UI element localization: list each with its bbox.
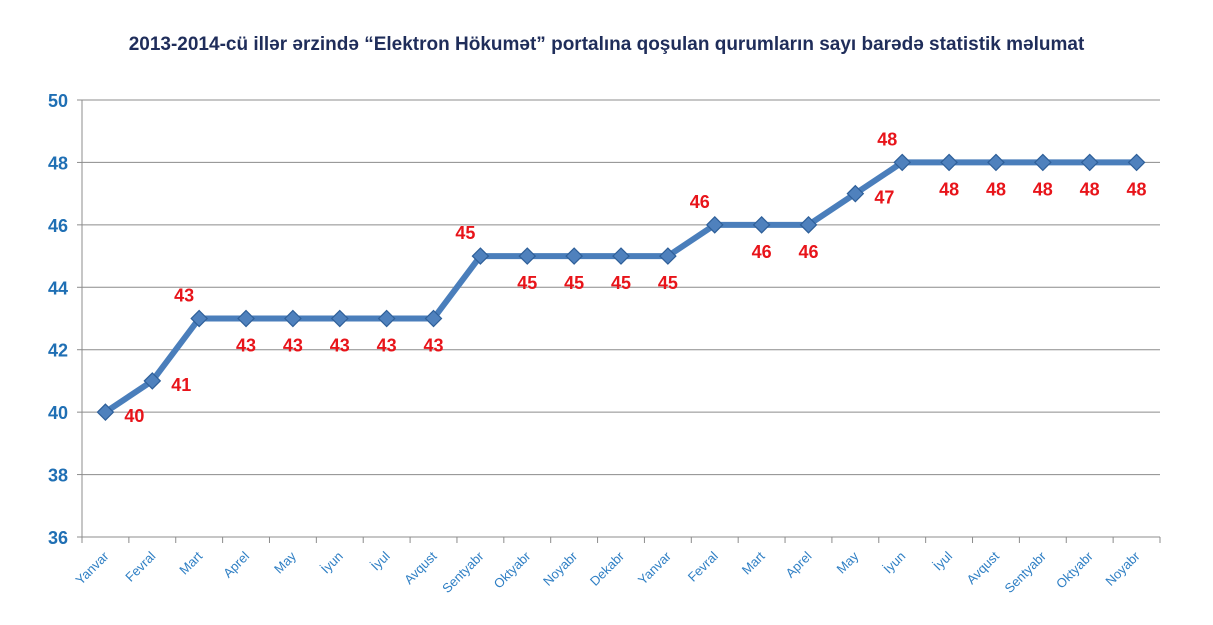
x-tick-label: Noyabr [540, 548, 581, 589]
data-point [237, 309, 255, 328]
data-point [846, 184, 865, 203]
y-tick-label: 36 [48, 528, 68, 548]
data-point [96, 403, 115, 421]
data-label: 48 [1080, 179, 1100, 199]
data-point [284, 309, 302, 328]
x-tick-label: Noyabr [1102, 548, 1143, 589]
data-labels: 40 41 43 43 43 43 43 43 45 45 45 45 45 46 46 46 47 48 48 48… [124, 129, 1146, 426]
x-tick-label: İyul [930, 548, 955, 573]
data-label: 43 [174, 286, 194, 306]
x-tick-label: Mart [176, 548, 205, 577]
chart-title: 2013-2014-cü illər ərzində “Elektron Hök… [128, 34, 1085, 55]
y-tick-label: 38 [48, 466, 68, 486]
data-label: 43 [424, 336, 444, 356]
data-point [565, 247, 583, 265]
y-tick-label: 46 [48, 216, 68, 236]
data-label: 46 [752, 242, 772, 262]
x-tick-label: May [271, 548, 299, 576]
data-label: 48 [939, 179, 959, 199]
x-tick-label: İyun [318, 549, 346, 577]
data-point [893, 153, 912, 172]
y-tick-label: 50 [48, 91, 68, 111]
data-point [940, 153, 958, 172]
data-point [143, 372, 162, 390]
data-label: 43 [283, 336, 303, 356]
data-label: 43 [236, 336, 256, 356]
data-point [799, 216, 818, 234]
data-label: 45 [517, 273, 537, 293]
data-label: 43 [377, 336, 397, 356]
data-label: 45 [611, 273, 631, 293]
data-markers [96, 153, 1146, 421]
x-tick-label: Sentyabr [439, 548, 487, 596]
data-label: 41 [171, 375, 191, 395]
y-tick-label: 42 [48, 341, 68, 361]
data-point [1127, 153, 1146, 172]
y-tick-label: 48 [48, 153, 68, 173]
data-point [518, 247, 537, 265]
data-label: 48 [1033, 179, 1053, 199]
data-point [1080, 153, 1099, 172]
x-tick-label: May [833, 548, 861, 576]
x-tick-label: İyul [368, 548, 393, 573]
data-point [471, 247, 490, 265]
data-point [424, 309, 443, 328]
y-tick-label: 44 [48, 278, 68, 298]
y-tick-label: 40 [48, 403, 68, 423]
x-tick-label: Mart [739, 548, 768, 577]
x-tick-label: Oktyabr [491, 548, 534, 591]
data-label: 48 [1127, 179, 1147, 199]
data-label: 45 [658, 273, 678, 293]
data-point [1033, 153, 1052, 172]
x-tick-label: İyun [880, 549, 908, 577]
data-point [659, 247, 677, 265]
data-point [705, 216, 724, 234]
data-point [752, 216, 771, 234]
axes [77, 99, 1161, 543]
data-label: 46 [798, 242, 818, 262]
data-point [987, 153, 1005, 172]
x-tick-label: Aprel [220, 548, 252, 580]
y-axis-ticks: 36 38 40 42 44 46 48 50 [48, 91, 68, 548]
data-label: 48 [877, 129, 897, 149]
x-axis-ticks: Yanvar Fevral Mart Aprel May İyun İyul Avqust Se… [72, 548, 1143, 596]
gridlines [82, 99, 1160, 476]
x-tick-label: Avqust [964, 548, 1003, 587]
x-tick-label: Aprel [783, 548, 815, 580]
data-label: 45 [564, 273, 584, 293]
x-tick-label: Oktyabr [1053, 548, 1096, 591]
data-point [612, 247, 630, 265]
data-point [377, 309, 396, 328]
data-point [330, 309, 349, 328]
data-point [190, 309, 209, 328]
data-label: 46 [690, 192, 710, 212]
data-label: 45 [455, 223, 475, 243]
data-label: 47 [874, 188, 894, 208]
x-tick-label: Fevral [122, 548, 158, 584]
data-label: 40 [124, 406, 144, 426]
x-tick-label: Avqust [401, 548, 440, 587]
data-label: 48 [986, 179, 1006, 199]
x-tick-label: Yanvar [635, 548, 675, 588]
x-tick-label: Fevral [685, 548, 721, 584]
x-tick-label: Dekabr [587, 548, 628, 589]
x-tick-label: Yanvar [72, 548, 112, 588]
x-tick-label: Sentyabr [1002, 548, 1050, 596]
data-label: 43 [330, 336, 350, 356]
